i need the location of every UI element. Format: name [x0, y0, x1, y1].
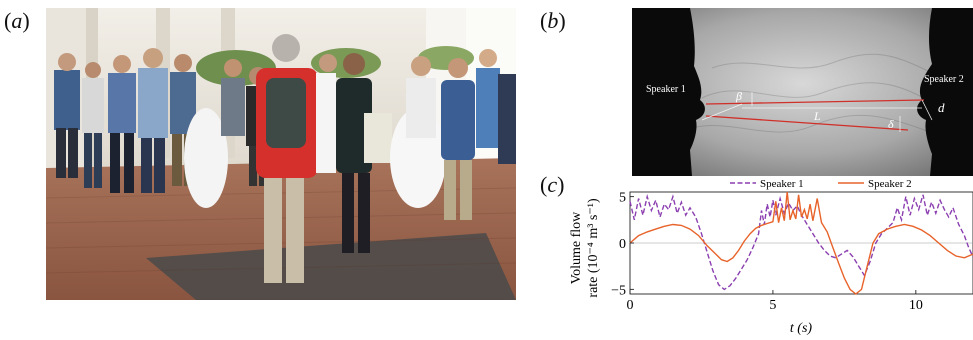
crowd-illustration [46, 8, 516, 300]
legend-label-2: Speaker 2 [868, 178, 912, 190]
delta-label: δ [888, 117, 894, 131]
beta-label: β [735, 89, 742, 103]
series-layer [629, 191, 973, 295]
x-tick-label-2: 10 [909, 298, 923, 313]
flow-rate-chart: Volume flow rate (10⁻⁴ m³ s⁻¹) 0 5 10 −5 0 5 … [560, 176, 973, 336]
y-axis-label-line2: rate (10⁻⁴ m³ s⁻¹) [586, 198, 601, 298]
photo-conference-crowd [46, 8, 516, 300]
y-tick-label-2: 5 [619, 191, 626, 206]
series-line-2 [629, 191, 973, 295]
x-tick-label-0: 0 [627, 298, 634, 313]
legend-label-1: Speaker 1 [760, 178, 804, 190]
panel-label-c: (c) [540, 172, 565, 197]
x-axis-label: t (s) [790, 321, 813, 335]
y-tick-label-0: −5 [611, 283, 626, 298]
speaker-1-silhouette [632, 8, 705, 176]
panel-label-b: (b) [540, 8, 566, 33]
ticks-layer: 0 5 10−505 [611, 191, 923, 313]
y-axis-label: Volume flow rate (10⁻⁴ m³ s⁻¹) [569, 198, 601, 298]
speaker-2-label: Speaker 2 [924, 74, 964, 85]
jet-axis-line [705, 99, 925, 105]
speaker-2-silhouette [917, 8, 973, 176]
y-axis-label-line1: Volume flow [569, 211, 584, 284]
legend: Speaker 1 Speaker 2 [730, 178, 912, 190]
distance-label: d [938, 100, 945, 115]
series-line-1 [629, 193, 973, 291]
schlieren-illustration: Speaker 1 Speaker 2 β L d δ [632, 8, 973, 176]
panel-label-a: (a) [4, 8, 30, 33]
plot-frame [629, 191, 973, 295]
x-tick-label-1: 5 [769, 298, 776, 313]
y-tick-label-1: 0 [619, 237, 626, 252]
length-label: L [813, 109, 821, 123]
flow-rate-chart-svg: Volume flow rate (10⁻⁴ m³ s⁻¹) 0 5 10−505 … [569, 178, 973, 336]
jet-spread-line [705, 115, 909, 131]
schlieren-image: Speaker 1 Speaker 2 β L d δ [632, 8, 973, 176]
speaker-1-label: Speaker 1 [646, 84, 686, 95]
